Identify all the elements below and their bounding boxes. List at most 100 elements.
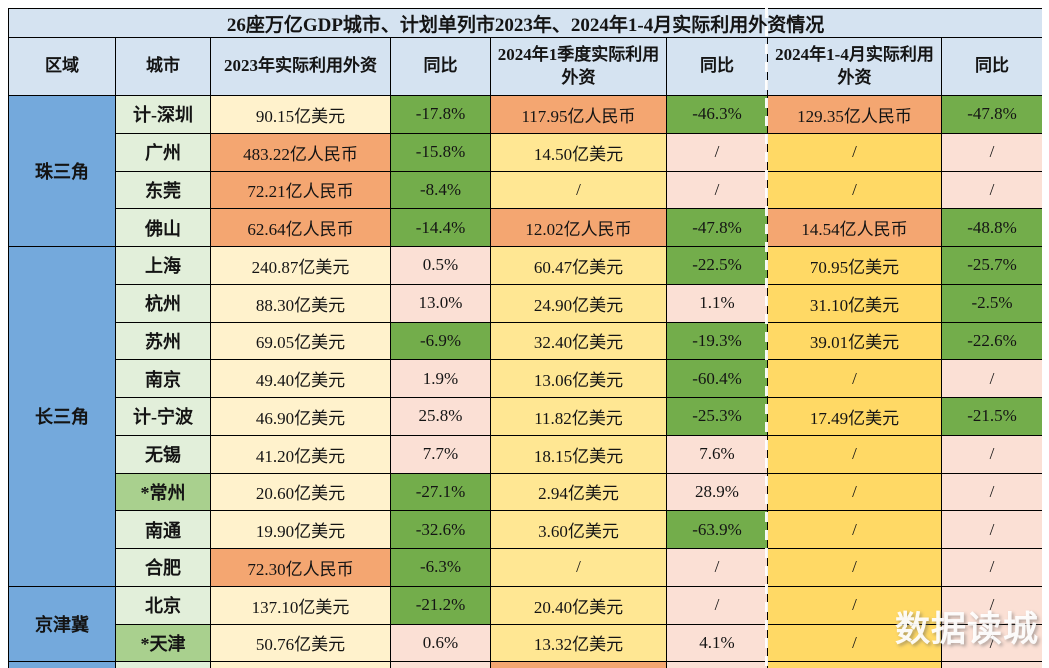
- column-header-0: 区域: [8, 37, 116, 96]
- city-cell: 合肥: [115, 548, 211, 587]
- partial-cell: [210, 661, 391, 668]
- yoy-cell: -21.2%: [390, 585, 491, 625]
- yoy-cell: -14.4%: [390, 208, 491, 247]
- city-cell: 杭州: [115, 283, 211, 323]
- city-cell: 计-宁波: [115, 397, 211, 436]
- yoy-cell: /: [940, 472, 1042, 512]
- value-cell: 129.35亿人民币: [767, 95, 942, 134]
- partial-cell: [8, 661, 116, 668]
- value-cell: 60.47亿美元: [490, 246, 667, 285]
- yoy-cell: /: [940, 359, 1042, 398]
- yoy-cell: 0.6%: [390, 623, 491, 663]
- value-cell: 13.06亿美元: [490, 359, 667, 398]
- yoy-cell: -8.4%: [390, 170, 491, 210]
- table-row: 无锡 41.20亿美元 7.7% 18.15亿美元 7.6% / /: [9, 434, 1042, 474]
- region-cell: 长三角: [8, 246, 116, 587]
- city-cell: 北京: [115, 585, 211, 625]
- yoy-cell: /: [666, 132, 768, 172]
- table-row: 南通 19.90亿美元 -32.6% 3.60亿美元 -63.9% / /: [9, 510, 1042, 549]
- city-cell: 苏州: [115, 321, 211, 361]
- column-header-4: 2024年1季度实际利用外资: [490, 37, 667, 96]
- yoy-cell: /: [666, 170, 768, 210]
- partial-cell: [490, 661, 667, 668]
- yoy-cell: -17.8%: [390, 95, 491, 134]
- value-cell: /: [767, 132, 942, 172]
- value-cell: 137.10亿美元: [210, 585, 391, 625]
- yoy-cell: -6.3%: [390, 548, 491, 587]
- value-cell: /: [490, 548, 667, 587]
- partial-row: [8, 661, 1042, 668]
- yoy-cell: -22.6%: [940, 321, 1042, 361]
- column-header-7: 同比: [940, 37, 1042, 96]
- table-row: *常州 20.60亿美元 -27.1% 2.94亿美元 28.9% / /: [9, 472, 1042, 512]
- yoy-cell: -22.5%: [666, 246, 768, 285]
- city-cell: 上海: [115, 246, 211, 285]
- value-cell: 117.95亿人民币: [490, 95, 667, 134]
- table-row: 合肥 72.30亿人民币 -6.3% / / / /: [9, 548, 1042, 587]
- yoy-cell: 7.6%: [666, 434, 768, 474]
- value-cell: /: [767, 170, 942, 210]
- value-cell: 17.49亿美元: [767, 397, 942, 436]
- value-cell: 483.22亿人民币: [210, 132, 391, 172]
- partial-cell: [940, 661, 1042, 668]
- yoy-cell: 1.9%: [390, 359, 491, 398]
- value-cell: /: [767, 548, 942, 587]
- value-cell: 72.30亿人民币: [210, 548, 391, 587]
- city-cell: 南通: [115, 510, 211, 549]
- value-cell: 50.76亿美元: [210, 623, 391, 663]
- yoy-cell: -63.9%: [666, 510, 768, 549]
- yoy-cell: /: [940, 623, 1042, 663]
- value-cell: /: [767, 510, 942, 549]
- table-row: 广州 483.22亿人民币 -15.8% 14.50亿美元 / / /: [9, 132, 1042, 172]
- table-row: 东莞 72.21亿人民币 -8.4% / / / /: [9, 170, 1042, 210]
- value-cell: 14.50亿美元: [490, 132, 667, 172]
- column-header-1: 城市: [115, 37, 211, 96]
- value-cell: /: [490, 170, 667, 210]
- value-cell: /: [767, 585, 942, 625]
- table-title: 26座万亿GDP城市、计划单列市2023年、2024年1-4月实际利用外资情况: [8, 8, 1042, 38]
- value-cell: 18.15亿美元: [490, 434, 667, 474]
- yoy-cell: /: [940, 434, 1042, 474]
- yoy-cell: 4.1%: [666, 623, 768, 663]
- value-cell: 3.60亿美元: [490, 510, 667, 549]
- title-row: 26座万亿GDP城市、计划单列市2023年、2024年1-4月实际利用外资情况: [8, 8, 1042, 38]
- value-cell: 62.64亿人民币: [210, 208, 391, 247]
- yoy-cell: 7.7%: [390, 434, 491, 474]
- partial-cell: [666, 661, 768, 668]
- table-row: *天津 50.76亿美元 0.6% 13.32亿美元 4.1% / /: [9, 623, 1042, 663]
- column-header-6: 2024年1-4月实际利用外资: [767, 37, 942, 96]
- value-cell: 11.82亿美元: [490, 397, 667, 436]
- yoy-cell: -2.5%: [940, 283, 1042, 323]
- value-cell: 2.94亿美元: [490, 472, 667, 512]
- header-row: 区域 城市 2023年实际利用外资 同比 2024年1季度实际利用外资 同比 2024年1-…: [8, 37, 1042, 96]
- yoy-cell: -25.3%: [666, 397, 768, 436]
- table-row: 苏州 69.05亿美元 -6.9% 32.40亿美元 -19.3% 39.01亿美元 -22…: [9, 321, 1042, 361]
- foreign-investment-table: 26座万亿GDP城市、计划单列市2023年、2024年1-4月实际利用外资情况 …: [8, 8, 1042, 668]
- yoy-cell: -60.4%: [666, 359, 768, 398]
- value-cell: 69.05亿美元: [210, 321, 391, 361]
- table-row: 佛山 62.64亿人民币 -14.4% 12.02亿人民币 -47.8% 14.54亿人民…: [9, 208, 1042, 247]
- value-cell: 13.32亿美元: [490, 623, 667, 663]
- city-cell: 计-深圳: [115, 95, 211, 134]
- yoy-cell: /: [666, 585, 768, 625]
- table-row: 长三角 上海 240.87亿美元 0.5% 60.47亿美元 -22.5% 70.95亿美元…: [8, 246, 1042, 587]
- yoy-cell: -47.8%: [666, 208, 768, 247]
- yoy-cell: -15.8%: [390, 132, 491, 172]
- partial-cell: [767, 661, 942, 668]
- value-cell: 24.90亿美元: [490, 283, 667, 323]
- yoy-cell: 25.8%: [390, 397, 491, 436]
- value-cell: 20.40亿美元: [490, 585, 667, 625]
- yoy-cell: -19.3%: [666, 321, 768, 361]
- yoy-cell: /: [940, 132, 1042, 172]
- value-cell: /: [767, 472, 942, 512]
- table-row: 计-宁波 46.90亿美元 25.8% 11.82亿美元 -25.3% 17.49亿美元 -…: [9, 397, 1042, 436]
- value-cell: 70.95亿美元: [767, 246, 942, 285]
- value-cell: 41.20亿美元: [210, 434, 391, 474]
- yoy-cell: -6.9%: [390, 321, 491, 361]
- city-cell: *天津: [115, 623, 211, 663]
- region-cell: 珠三角: [8, 95, 116, 247]
- yoy-cell: -27.1%: [390, 472, 491, 512]
- value-cell: 14.54亿人民币: [767, 208, 942, 247]
- value-cell: 39.01亿美元: [767, 321, 942, 361]
- value-cell: 20.60亿美元: [210, 472, 391, 512]
